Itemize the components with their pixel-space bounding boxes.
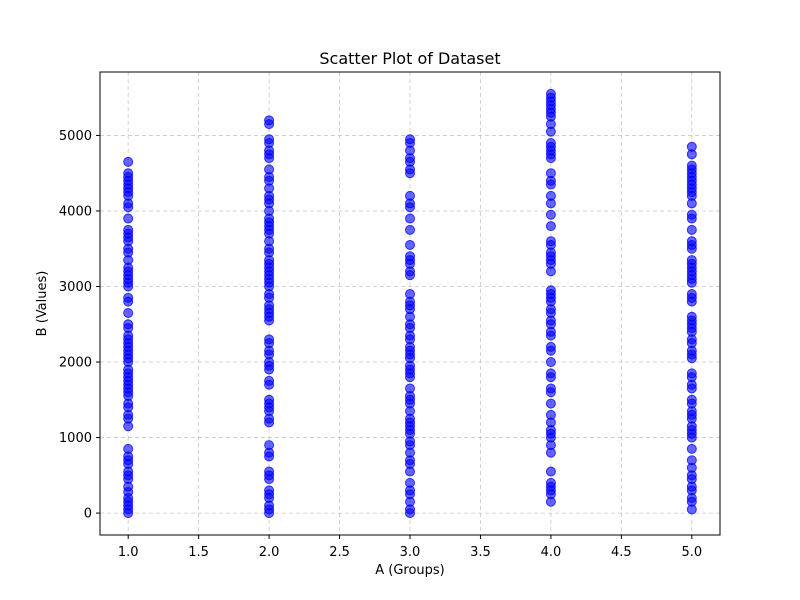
y-tick-label: 1000 [59, 431, 92, 446]
scatter-point [686, 394, 697, 405]
chart-title: Scatter Plot of Dataset [319, 49, 500, 68]
scatter-point [264, 375, 275, 386]
scatter-point [545, 398, 556, 409]
scatter-point [405, 383, 415, 394]
scatter-point [264, 334, 275, 345]
scatter-point [686, 255, 697, 266]
scatter-point [545, 357, 556, 368]
scatter-point [405, 213, 415, 224]
scatter-point [545, 209, 556, 220]
scatter-point [123, 307, 134, 318]
scatter-point [405, 289, 415, 300]
scatter-point [686, 224, 697, 235]
scatter-point [686, 368, 697, 379]
scatter-point [264, 466, 275, 477]
scatter-point [545, 88, 556, 99]
y-axis-label: B (Values) [35, 271, 50, 337]
x-tick-label: 4.5 [611, 545, 632, 560]
scatter-point [545, 368, 556, 379]
y-tick-label: 4000 [59, 204, 92, 219]
scatter-point [686, 289, 697, 300]
scatter-point [545, 341, 556, 352]
scatter-point [545, 466, 556, 477]
scatter-point [405, 239, 415, 250]
y-axis-ticks: 0 1000 2000 3000 4000 5000 [59, 129, 100, 522]
scatter-point [123, 292, 134, 303]
scatter-point [545, 221, 556, 232]
scatter-point [545, 285, 556, 296]
scatter-point [123, 224, 134, 235]
scatter-point [264, 134, 275, 145]
scatter-point [545, 383, 556, 394]
y-tick-label: 0 [84, 507, 92, 522]
scatter-point [686, 209, 697, 220]
scatter-point [264, 440, 275, 451]
scatter-point [264, 115, 275, 126]
scatter-point [123, 213, 134, 224]
scatter-point [686, 455, 697, 466]
scatter-point [405, 134, 415, 145]
scatter-point [545, 137, 556, 148]
x-tick-label: 3.5 [470, 545, 491, 560]
scatter-point [545, 236, 556, 247]
x-tick-label: 1.5 [188, 545, 209, 560]
scatter-point [405, 251, 415, 262]
scatter-point [686, 160, 697, 171]
x-tick-label: 5.0 [681, 545, 702, 560]
scatter-point [264, 485, 275, 496]
y-tick-label: 2000 [59, 356, 92, 371]
scatter-point [686, 141, 697, 152]
scatter-point [123, 319, 134, 330]
y-tick-label: 3000 [59, 280, 92, 295]
scatter-point [545, 477, 556, 488]
scatter-point [405, 190, 415, 201]
scatter-point [123, 443, 134, 454]
scatter-point [545, 190, 556, 201]
x-tick-label: 2.5 [329, 545, 350, 560]
x-axis-ticks: 1.0 1.5 2.0 2.5 3.0 3.5 4.0 4.5 5.0 [118, 535, 702, 560]
scatter-point [405, 477, 415, 488]
x-tick-label: 2.0 [259, 545, 280, 560]
scatter-point [264, 164, 275, 175]
scatter-point [545, 409, 556, 420]
x-tick-label: 4.0 [541, 545, 562, 560]
x-axis-label: A (Groups) [375, 563, 445, 578]
scatter-point [686, 236, 697, 247]
scatter-point [405, 224, 415, 235]
scatter-point [264, 394, 275, 405]
scatter-point [686, 311, 697, 322]
x-tick-label: 1.0 [118, 545, 139, 560]
scatter-point [686, 443, 697, 454]
x-tick-label: 3.0 [400, 545, 421, 560]
data-points [123, 88, 697, 519]
scatter-point [123, 168, 134, 179]
scatter-point [123, 156, 134, 167]
y-tick-label: 5000 [59, 129, 92, 144]
scatter-point [545, 168, 556, 179]
